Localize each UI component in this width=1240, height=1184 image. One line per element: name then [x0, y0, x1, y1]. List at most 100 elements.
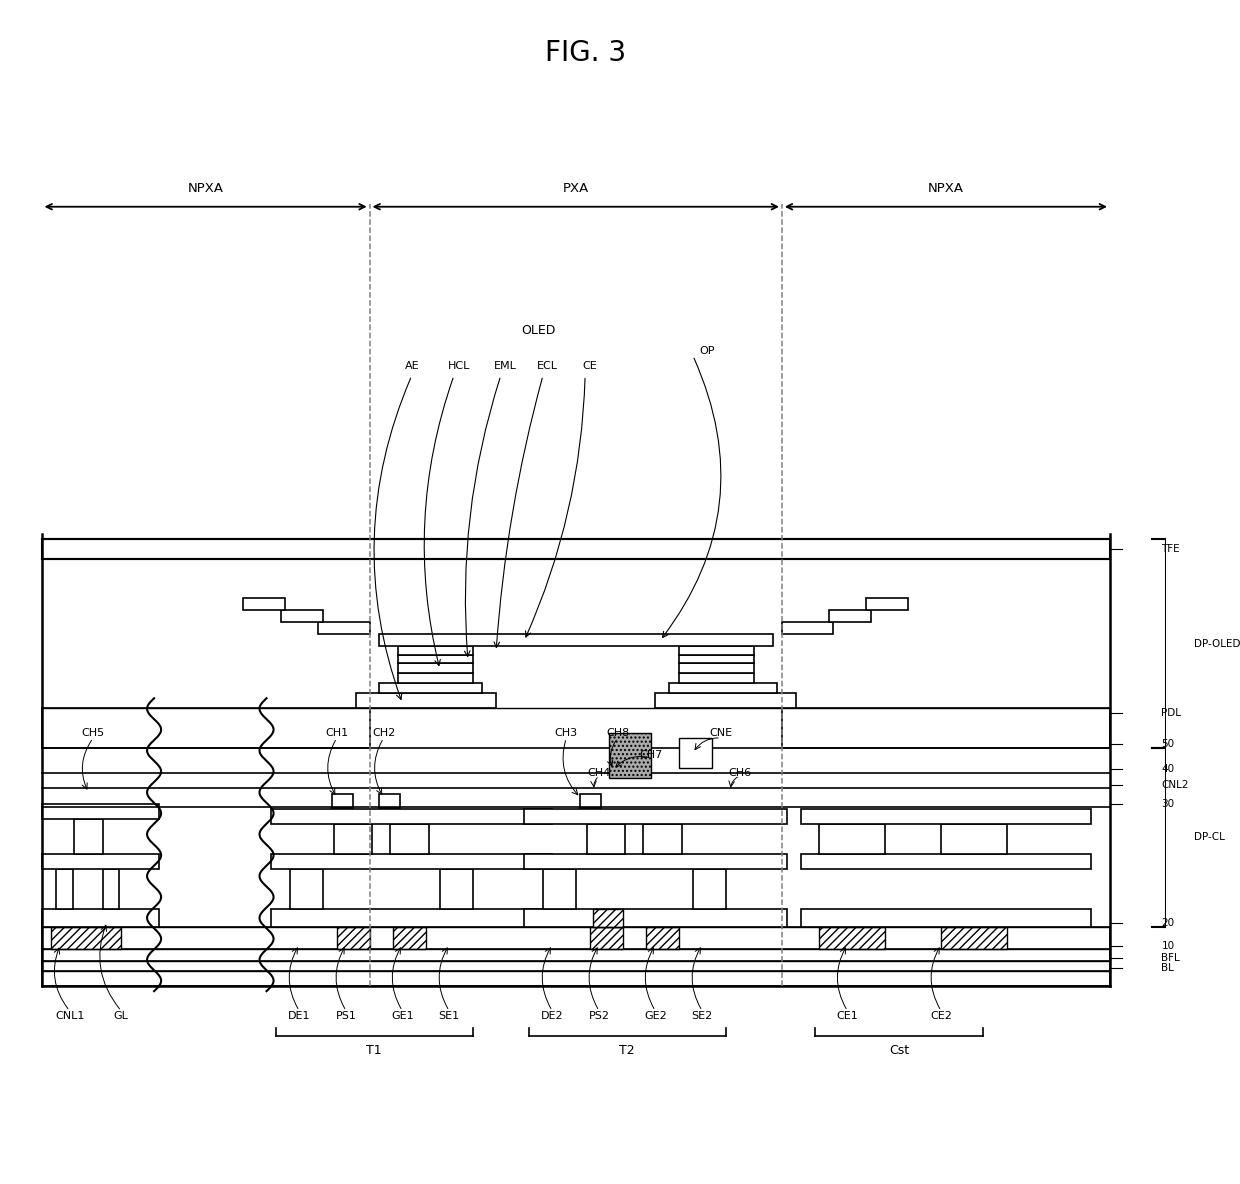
Bar [398, 655, 472, 663]
Text: CNE: CNE [709, 728, 733, 738]
Text: CH7: CH7 [639, 749, 662, 760]
Bar [820, 824, 885, 854]
Text: DP-OLED: DP-OLED [1194, 638, 1240, 649]
Text: BL: BL [1162, 964, 1174, 973]
Text: GE2: GE2 [644, 1011, 667, 1021]
Text: PS1: PS1 [336, 1011, 357, 1021]
Bar [941, 824, 1007, 854]
Text: DE2: DE2 [541, 1011, 564, 1021]
Bar [290, 869, 322, 909]
Bar [801, 909, 1091, 927]
Text: CH3: CH3 [554, 728, 578, 738]
Bar [525, 909, 786, 927]
Bar [609, 733, 651, 778]
Bar [678, 663, 754, 674]
Bar [51, 927, 122, 950]
Bar [272, 810, 552, 824]
Bar [74, 819, 103, 854]
Text: AE: AE [404, 361, 419, 371]
Text: T2: T2 [620, 1044, 635, 1057]
Text: 10: 10 [1162, 941, 1174, 952]
Bar [42, 971, 1110, 986]
Text: CH4: CH4 [588, 767, 611, 778]
Bar [587, 824, 625, 854]
Text: SE2: SE2 [692, 1011, 713, 1021]
Bar [678, 645, 754, 655]
Bar [644, 824, 682, 854]
Bar [678, 655, 754, 663]
Bar [332, 793, 352, 809]
Bar [379, 793, 399, 809]
Bar [941, 927, 1007, 950]
Bar [272, 854, 552, 869]
Bar [319, 622, 370, 633]
Bar [391, 824, 429, 854]
Bar [670, 683, 777, 694]
Text: CH6: CH6 [728, 767, 751, 778]
Bar [525, 854, 786, 869]
Bar [334, 824, 372, 854]
Bar [646, 927, 678, 950]
Bar [337, 927, 370, 950]
Bar [42, 927, 1110, 950]
Bar [379, 683, 482, 694]
Text: CH8: CH8 [606, 728, 630, 738]
Bar [678, 674, 754, 683]
Bar [867, 598, 909, 610]
Text: CH2: CH2 [372, 728, 396, 738]
Bar [379, 633, 773, 645]
Bar [42, 961, 1110, 971]
Bar [398, 674, 472, 683]
Text: NPXA: NPXA [928, 182, 963, 195]
Text: 40: 40 [1162, 764, 1174, 774]
Text: CNL1: CNL1 [55, 1011, 84, 1021]
Text: FIG. 3: FIG. 3 [544, 39, 626, 66]
Bar [42, 804, 159, 819]
Bar [801, 810, 1091, 824]
Text: OP: OP [699, 346, 714, 355]
Bar [393, 927, 425, 950]
Text: PDL: PDL [1162, 708, 1182, 719]
Text: PS2: PS2 [589, 1011, 610, 1021]
Text: BFL: BFL [1162, 953, 1180, 964]
Bar [656, 694, 796, 708]
Text: NPXA: NPXA [187, 182, 223, 195]
Text: CH1: CH1 [325, 728, 348, 738]
Bar [398, 645, 472, 655]
Text: SE1: SE1 [439, 1011, 460, 1021]
Bar [56, 869, 73, 909]
Bar [42, 540, 1110, 559]
Bar [820, 927, 885, 950]
Bar [590, 927, 622, 950]
Bar [593, 909, 622, 927]
Bar [440, 869, 472, 909]
Text: TFE: TFE [1162, 545, 1180, 554]
Bar [272, 909, 552, 927]
Text: PXA: PXA [563, 182, 589, 195]
Text: 30: 30 [1162, 798, 1174, 809]
Text: CNL2: CNL2 [1162, 779, 1189, 790]
Text: HCL: HCL [448, 361, 470, 371]
Bar [42, 854, 159, 869]
Text: CE1: CE1 [837, 1011, 858, 1021]
Bar [356, 694, 496, 708]
Bar [398, 663, 472, 674]
Bar [543, 869, 575, 909]
Text: ECL: ECL [537, 361, 558, 371]
Text: EML: EML [494, 361, 517, 371]
Text: Cst: Cst [889, 1044, 909, 1057]
Text: CE2: CE2 [930, 1011, 952, 1021]
Bar [828, 610, 870, 622]
Bar [42, 909, 159, 927]
Bar [42, 708, 370, 748]
Text: GE1: GE1 [391, 1011, 414, 1021]
Bar [782, 622, 833, 633]
Bar [42, 950, 1110, 961]
Text: GL: GL [114, 1011, 129, 1021]
Text: T1: T1 [367, 1044, 382, 1057]
Text: CH5: CH5 [82, 728, 104, 738]
Bar [280, 610, 322, 622]
Bar [678, 738, 712, 767]
Bar [243, 598, 285, 610]
Bar [580, 793, 601, 809]
